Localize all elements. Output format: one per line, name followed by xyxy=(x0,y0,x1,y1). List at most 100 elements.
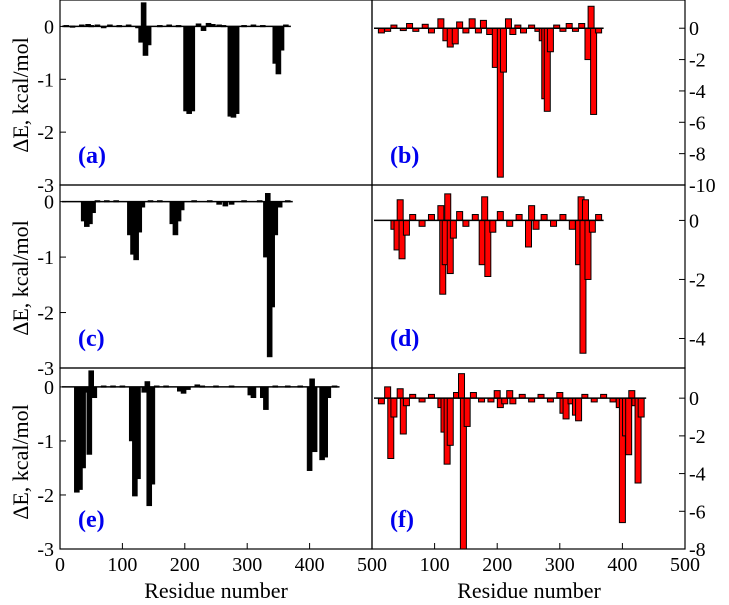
bar xyxy=(478,219,486,266)
bar xyxy=(278,26,285,51)
panel-label: (e) xyxy=(78,507,105,533)
bar xyxy=(489,219,497,233)
bar xyxy=(550,219,558,227)
panel-b: 0 -2 -4 -6 -8 -10 (b) xyxy=(371,0,716,197)
bar xyxy=(559,214,567,221)
bar xyxy=(264,193,271,202)
bar xyxy=(233,26,240,114)
y-tick-label: -2 xyxy=(37,485,54,507)
y-tick-label: -6 xyxy=(689,112,706,134)
bar xyxy=(90,201,96,214)
bar xyxy=(499,27,507,73)
y-tick-label: -10 xyxy=(689,175,716,197)
bar xyxy=(504,18,512,29)
bar xyxy=(496,211,504,221)
bar xyxy=(568,219,576,230)
bar xyxy=(540,214,548,221)
bar xyxy=(479,19,487,29)
panel-frame xyxy=(59,184,373,369)
bar xyxy=(309,378,315,388)
bar xyxy=(88,370,94,388)
y-axis-label-middle: ΔE, kcal/mol xyxy=(8,220,33,336)
x-tick-label: 200 xyxy=(170,554,200,576)
panel-d: 0 -2 -4 (d) xyxy=(371,184,706,369)
bar xyxy=(493,390,501,399)
y-axis-label-top: ΔE, kcal/mol xyxy=(8,37,33,153)
bar xyxy=(91,386,98,399)
panel-f: 0-2-4-6-8(f)500 100 200 300 400 500 xyxy=(357,367,706,576)
y-tick-label: 0 xyxy=(689,210,699,232)
bar xyxy=(145,26,152,46)
y-tick-label: 0 xyxy=(689,388,699,410)
bar xyxy=(402,397,410,407)
bar xyxy=(306,386,313,471)
panel-label: (f) xyxy=(390,507,414,533)
x-tick-label: 100 xyxy=(420,554,450,576)
y-tick-label: -8 xyxy=(689,144,706,166)
panel-label: (b) xyxy=(390,143,419,169)
y-tick-label: 0 xyxy=(44,377,54,399)
bar xyxy=(528,205,536,221)
bar xyxy=(384,386,392,399)
bar xyxy=(546,27,554,53)
bar xyxy=(556,392,564,399)
bar xyxy=(590,27,598,115)
panel-frame xyxy=(59,0,373,186)
y-tick-label: -1 xyxy=(37,247,54,269)
bar xyxy=(427,214,435,221)
y-tick-label: -3 xyxy=(37,539,54,561)
y-tick-label: -2 xyxy=(689,50,706,72)
y-tick-label: -2 xyxy=(37,303,54,325)
bar xyxy=(532,219,540,230)
bar xyxy=(581,199,589,221)
bar xyxy=(456,211,464,221)
y-tick-label: -8 xyxy=(689,539,706,561)
bar xyxy=(584,27,592,61)
bar xyxy=(481,196,489,221)
bar xyxy=(178,201,185,211)
bar xyxy=(471,214,479,221)
bar xyxy=(501,397,509,405)
panels-layer: 0-1-2-3(a)0-2-4-6-8-10(b)0-1-2-3(c)0-2-4… xyxy=(37,0,716,576)
y-tick-label: -3 xyxy=(37,175,54,197)
y-tick-label: -6 xyxy=(689,501,706,523)
bar xyxy=(325,386,332,399)
bar xyxy=(506,390,514,399)
bar xyxy=(468,18,476,29)
x-tick-label: 200 xyxy=(482,554,512,576)
panel-label: (c) xyxy=(78,326,105,352)
x-tick-label: 300 xyxy=(545,554,575,576)
bar xyxy=(140,2,147,27)
panel-label: (a) xyxy=(78,143,106,169)
x-tick-label: 500 xyxy=(357,554,387,576)
y-tick-label: -4 xyxy=(689,464,706,486)
x-tick-label: 400 xyxy=(607,554,637,576)
panel-e: 0 -1 -2 -3 (e) 0 100 200 300 400 xyxy=(37,367,373,576)
bar xyxy=(276,201,283,208)
bar xyxy=(469,392,477,399)
bar xyxy=(396,388,404,399)
y-tick-label: -4 xyxy=(689,81,706,103)
y-tick-label: -1 xyxy=(37,431,54,453)
y-tick-label: 0 xyxy=(44,192,54,214)
x-axis-label-right: Residue number xyxy=(457,578,601,603)
bar xyxy=(637,397,645,418)
bar xyxy=(402,219,410,236)
panel-a: 0 -1 -2 -3 (a) xyxy=(37,0,373,197)
bar xyxy=(141,386,148,393)
bar xyxy=(456,21,464,29)
bar xyxy=(444,193,452,221)
y-tick-label: -1 xyxy=(37,69,54,91)
x-tick-label: 400 xyxy=(295,554,325,576)
bar xyxy=(625,397,633,456)
bar xyxy=(135,386,141,480)
bar xyxy=(80,386,86,469)
bar xyxy=(509,27,517,35)
bar xyxy=(437,205,445,221)
bar xyxy=(409,214,417,221)
y-tick-label: -2 xyxy=(689,269,706,291)
bar xyxy=(588,219,596,233)
y-tick-label: 0 xyxy=(44,16,54,38)
bar xyxy=(86,386,93,455)
bar xyxy=(250,386,257,399)
